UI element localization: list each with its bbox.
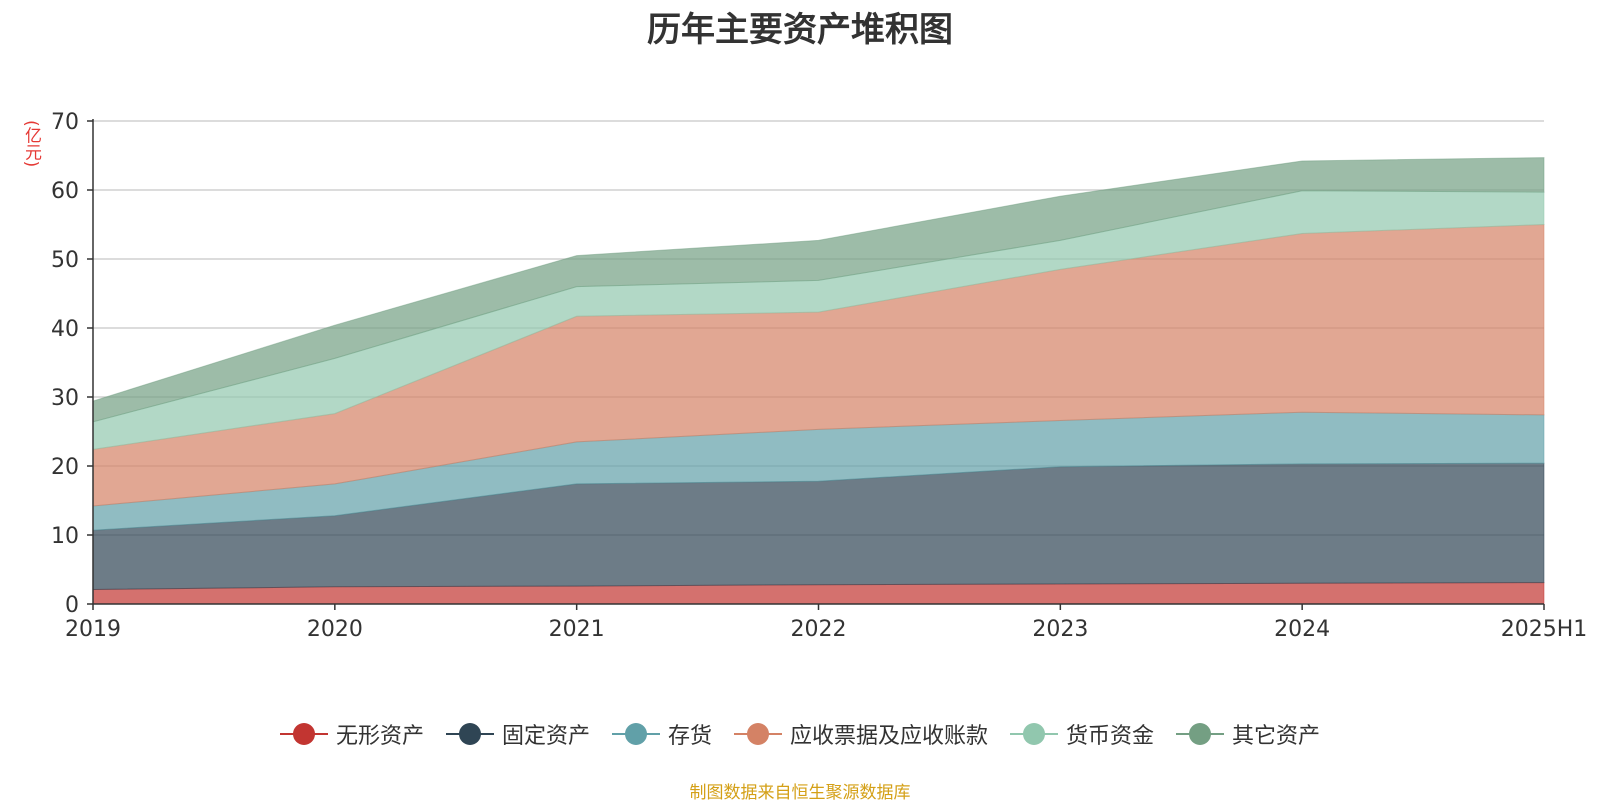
legend-item[interactable]: 应收票据及应收账款 xyxy=(734,718,988,750)
legend-item[interactable]: 货币资金 xyxy=(1010,718,1154,750)
legend-label: 货币资金 xyxy=(1066,724,1155,749)
legend-marker xyxy=(445,722,494,746)
legend-item[interactable]: 其它资产 xyxy=(1176,718,1320,750)
y-tick-label: 60 xyxy=(51,179,79,204)
legend-label: 无形资产 xyxy=(335,724,424,749)
x-tick-label: 2025H1 xyxy=(1501,617,1588,642)
y-axis-unit-label: (亿元) xyxy=(21,120,41,168)
legend-label: 其它资产 xyxy=(1232,724,1321,749)
y-tick-label: 50 xyxy=(51,248,79,273)
chart-title: 历年主要资产堆积图 xyxy=(647,10,953,50)
legend-marker xyxy=(611,722,660,746)
legend-marker xyxy=(1176,722,1225,746)
y-tick-label: 30 xyxy=(51,386,79,411)
legend: 无形资产 固定资产 存货 应收票据及应收账款 货币资金 其它资产 xyxy=(0,718,1600,750)
x-tick-label: 2021 xyxy=(549,617,605,642)
x-tick-label: 2024 xyxy=(1274,617,1330,642)
x-tick-label: 2019 xyxy=(65,617,121,642)
source-note: 制图数据来自恒生聚源数据库 xyxy=(689,783,911,803)
area-series xyxy=(92,157,1545,605)
area-series-5 xyxy=(92,157,1545,423)
stacked-area-chart: 0 10 20 30 40 50 60 70 2019 2020 2021 2022 2023 2024 2… xyxy=(51,110,1587,642)
legend-marker xyxy=(279,722,328,746)
y-tick-label: 0 xyxy=(65,593,79,618)
y-tick-label: 20 xyxy=(51,455,79,480)
y-tick-label: 40 xyxy=(51,317,79,342)
legend-label: 存货 xyxy=(667,724,712,749)
legend-marker xyxy=(734,722,782,746)
x-tick-label: 2020 xyxy=(307,617,363,642)
x-tick-label: 2023 xyxy=(1032,617,1088,642)
y-tick-label: 70 xyxy=(51,110,79,135)
legend-item[interactable]: 固定资产 xyxy=(445,718,590,750)
legend-item[interactable]: 存货 xyxy=(611,718,712,750)
axes xyxy=(87,119,1545,610)
y-tick-label: 10 xyxy=(51,524,79,549)
legend-item[interactable]: 无形资产 xyxy=(279,718,424,750)
legend-marker xyxy=(1010,722,1059,746)
legend-label: 固定资产 xyxy=(501,724,590,749)
tick-labels: 0 10 20 30 40 50 60 70 2019 2020 2021 2022 2023 2024 2… xyxy=(51,110,1587,642)
x-tick-label: 2022 xyxy=(791,617,847,642)
legend-label: 应收票据及应收账款 xyxy=(790,724,989,749)
